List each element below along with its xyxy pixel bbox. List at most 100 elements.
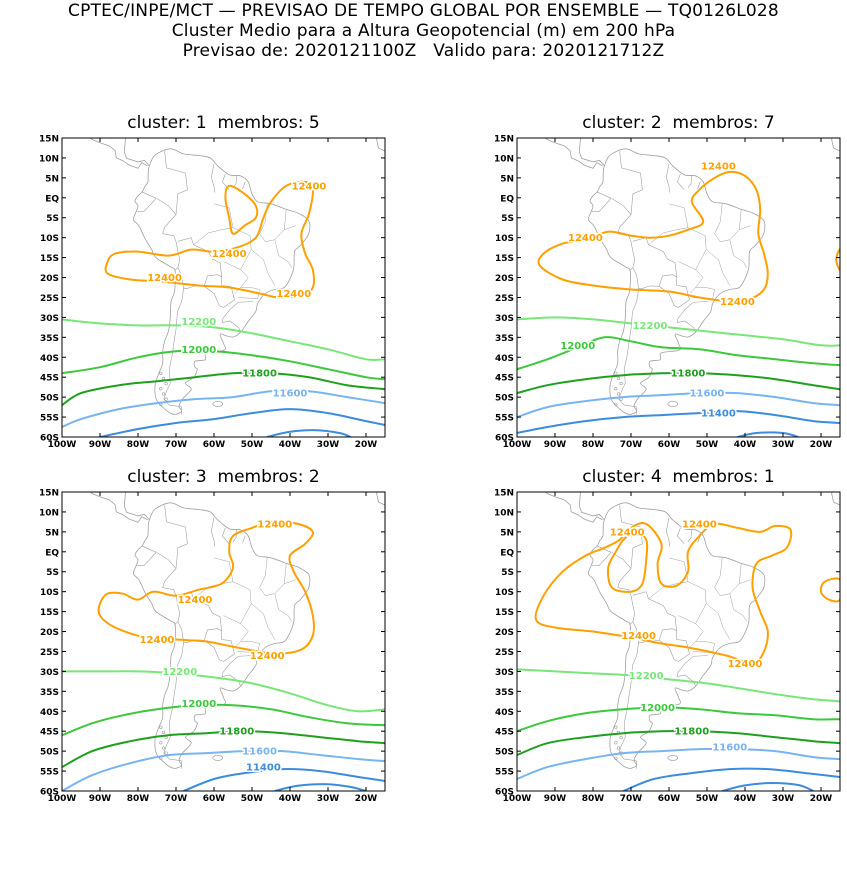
contour-label: 12400 (250, 651, 285, 662)
falkland-islands (668, 401, 678, 406)
contour-label: 12000 (640, 703, 675, 714)
lat-label: 25S (40, 294, 59, 304)
lat-label: 55S (40, 768, 59, 778)
contour-label: 12400 (212, 249, 247, 260)
lat-label: 20S (495, 274, 514, 284)
country-border (688, 530, 692, 542)
map-plot: 1240012400124001240012200120001180011600… (455, 489, 847, 879)
country-border (677, 302, 693, 322)
country-border (222, 656, 238, 676)
lat-label: 40S (495, 708, 514, 718)
lat-label: 30S (495, 668, 514, 678)
lon-label: 60W (658, 440, 681, 450)
lon-label: 90W (544, 440, 567, 450)
contour-label: 12400 (178, 595, 213, 606)
country-border (633, 268, 677, 289)
chile-islet (615, 387, 618, 390)
panel-title: cluster: 4 membros: 1 (517, 467, 840, 487)
contour-label: 11600 (690, 389, 725, 400)
contour-label: 11800 (671, 369, 706, 380)
contour-line (536, 523, 792, 663)
lon-label: 100W (503, 440, 532, 450)
country-border (211, 518, 215, 547)
state-border (693, 656, 708, 657)
lon-label: 50W (241, 440, 264, 450)
lat-label: EQ (500, 548, 514, 558)
state-border (284, 226, 295, 230)
contour-line (821, 578, 842, 601)
contour-label: 12400 (682, 519, 717, 530)
contour-label: 11600 (242, 747, 277, 758)
contour-label: 12000 (560, 341, 595, 352)
chile-islet (162, 377, 165, 380)
state-border (649, 582, 689, 599)
country-border (666, 164, 670, 193)
state-border (715, 558, 723, 596)
country-border (137, 192, 156, 212)
country-border (688, 176, 692, 188)
country-border (698, 182, 701, 189)
country-border (619, 643, 639, 761)
country-border (211, 164, 215, 193)
country-border (592, 192, 611, 212)
lat-label: 5N (500, 528, 514, 538)
map-layer: 1240012400124001240012200120001180011600… (62, 489, 387, 791)
state-border (241, 604, 252, 624)
lat-label: 25S (495, 294, 514, 304)
country-border (243, 182, 246, 189)
lat-label: 15S (40, 608, 59, 618)
lon-label: 60W (203, 440, 226, 450)
lat-label: 55S (495, 768, 514, 778)
lon-label: 100W (48, 440, 77, 450)
contour-label: 12400 (720, 297, 755, 308)
chile-islet (165, 736, 168, 739)
contour-label: 12000 (181, 345, 216, 356)
lon-label: 40W (279, 440, 302, 450)
contour-line (62, 319, 385, 360)
chile-islet (620, 382, 623, 385)
state-border (238, 302, 253, 303)
chile-islet (160, 372, 163, 375)
lat-label: 15N (39, 489, 59, 499)
state-border (696, 604, 707, 624)
pacific-coastline (62, 489, 148, 522)
contour-label: 12400 (140, 635, 175, 646)
lat-label: 25S (40, 648, 59, 658)
contour-line (737, 432, 798, 437)
country-border (633, 592, 677, 631)
state-border (730, 240, 747, 268)
country-border (137, 546, 156, 566)
state-border (669, 204, 706, 250)
state-border (693, 302, 708, 303)
lat-label: EQ (45, 548, 59, 558)
contour-label: 12400 (728, 659, 763, 670)
contour-label: 12200 (629, 671, 664, 682)
chile-islet (617, 393, 620, 396)
country-border (677, 656, 693, 676)
lat-label: 5N (45, 174, 59, 184)
contour-line (62, 373, 385, 405)
lat-label: 5S (46, 214, 59, 224)
lat-label: 10N (494, 508, 514, 518)
contour-line (275, 784, 366, 791)
panel-title: cluster: 1 membros: 5 (62, 113, 385, 133)
lat-label: 5S (501, 214, 514, 224)
country-border (677, 174, 684, 190)
country-border (243, 536, 246, 543)
lat-label: 20S (40, 628, 59, 638)
lat-label: 40S (40, 354, 59, 364)
contour-line (608, 532, 647, 592)
lon-label: 20W (355, 440, 378, 450)
lat-label: 45S (495, 374, 514, 384)
state-border (739, 226, 750, 230)
contour-label: 12400 (621, 631, 656, 642)
lat-label: 15S (40, 254, 59, 264)
contour-label: 12400 (257, 519, 292, 530)
chile-islet (162, 731, 165, 734)
state-border (679, 616, 704, 648)
pacific-coastline (517, 135, 603, 168)
country-border (165, 505, 188, 568)
